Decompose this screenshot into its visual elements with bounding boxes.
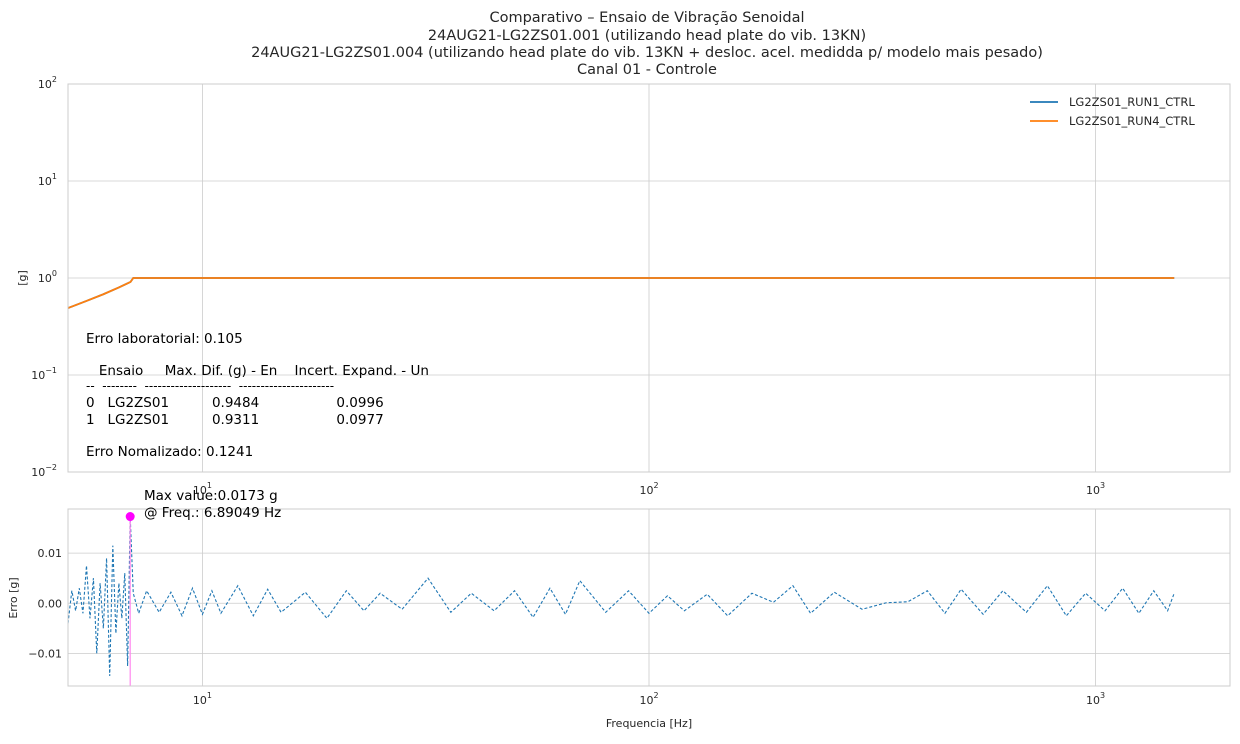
chart-title-line-2: 24AUG21-LG2ZS01.001 (utilizando head pla… [428,28,866,44]
top-y-tick-label: 100 [38,269,57,285]
annotation-table-row: 1 LG2ZS01 0.9311 0.0977 [86,412,384,428]
top-x-tick-label: 103 [1086,481,1105,497]
max-value-label: Max value:0.0173 g [144,488,278,504]
max-freq-label: @ Freq.: 6.89049 Hz [144,505,281,521]
annotation-table-separator: -- -------- -------------------- -------… [86,379,334,393]
chart-title-line-1: Comparativo – Ensaio de Vibração Senoida… [489,10,804,26]
bottom-grid [68,509,1230,686]
bottom-x-axis-label: Frequencia [Hz] [606,717,692,730]
top-y-tick-label: 102 [38,75,57,91]
top-x-tick-label: 102 [639,481,658,497]
bottom-series [67,516,1175,676]
annotation-erro-normalizado: Erro Nomalizado: 0.1241 [86,444,253,460]
max-value-marker-group [125,512,135,686]
chart-title-line-3: 24AUG21-LG2ZS01.004 (utilizando head pla… [251,45,1043,61]
top-series [67,277,1175,309]
bottom-y-tick-label: 0.00 [38,597,63,610]
top-y-axis-label: [g] [16,270,29,286]
bottom-y-axis-label: Erro [g] [7,577,20,618]
top-y-tick-labels: 10−2 10−1 100 101 102 [31,75,57,479]
bottom-x-tick-label: 102 [639,691,658,707]
bottom-plot-frame [67,508,1231,687]
bottom-x-tick-labels: 101 102 103 [193,691,1105,707]
max-value-marker [125,512,135,522]
top-x-tick-label: 101 [193,481,212,497]
error-series-line [67,516,1175,676]
legend-label-run1: LG2ZS01_RUN1_CTRL [1069,95,1195,109]
bottom-plot: 0.01 0.00 −0.01 101 102 103 Erro [g] Frequen… [7,488,1231,730]
chart-title-line-4: Canal 01 - Controle [577,62,717,78]
top-series-line [67,277,1175,309]
top-x-tick-labels: 101 102 103 [193,481,1105,497]
top-plot-frame [67,83,1231,473]
top-y-tick-label: 101 [38,172,57,188]
bottom-y-tick-labels: 0.01 0.00 −0.01 [28,547,62,660]
top-y-tick-label: 10−1 [31,366,57,382]
bottom-y-tick-label: 0.01 [38,547,63,560]
top-legend: LG2ZS01_RUN1_CTRL LG2ZS01_RUN4_CTRL [1030,95,1195,128]
annotation-table-row: 0 LG2ZS01 0.9484 0.0996 [86,395,384,411]
bottom-y-tick-label: −0.01 [28,647,62,660]
annotation-erro-laboratorial: Erro laboratorial: 0.105 [86,331,243,347]
bottom-x-tick-label: 103 [1086,691,1105,707]
top-plot: 10−2 10−1 100 101 102 101 102 103 [g] LG2ZS01_… [16,75,1231,497]
bottom-x-tick-label: 101 [193,691,212,707]
error-annotation: Erro laboratorial: 0.105 Ensaio Max. Dif… [86,331,429,460]
legend-label-run4: LG2ZS01_RUN4_CTRL [1069,114,1195,128]
annotation-table-header: Ensaio Max. Dif. (g) - En Incert. Expand… [86,363,429,379]
top-y-tick-label: 10−2 [31,463,57,479]
